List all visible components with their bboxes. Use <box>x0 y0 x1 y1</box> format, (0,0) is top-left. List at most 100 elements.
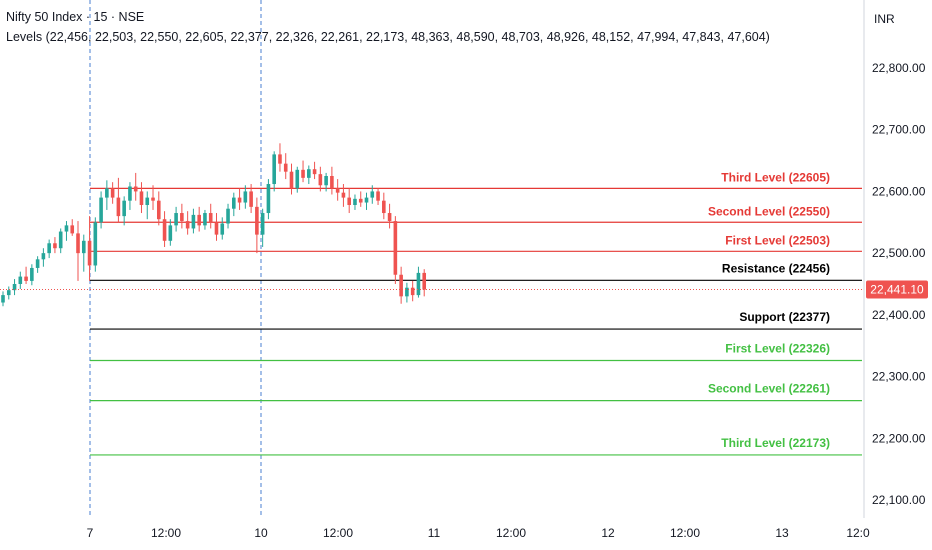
candle <box>64 221 69 241</box>
candle-body <box>47 243 51 254</box>
candle-body <box>116 197 121 217</box>
candle-body <box>1 295 5 303</box>
price-axis[interactable]: 22,800.00 22,700.00 22,600.00 22,500.00 22,4… <box>872 61 926 507</box>
candle <box>393 216 398 284</box>
candle <box>151 185 155 210</box>
candle <box>174 206 178 232</box>
price-tick-label: 22,400.00 <box>872 308 926 322</box>
candle-body <box>185 221 190 229</box>
time-axis[interactable]: 7 12:00 10 12:00 11 12:00 12 12:00 13 12:0 <box>87 526 870 540</box>
candle <box>53 237 57 254</box>
candle <box>30 264 34 286</box>
candle-body <box>133 186 138 192</box>
candle-body <box>220 223 225 235</box>
candle-body <box>307 169 311 178</box>
candle-body <box>81 240 86 254</box>
candle <box>81 234 86 272</box>
candle <box>353 194 357 210</box>
candle <box>324 172 328 192</box>
last-price-label: 22,441.10 <box>870 282 924 296</box>
candle-body <box>393 221 398 275</box>
candle <box>133 172 138 201</box>
candle <box>6 286 11 300</box>
level-label-resistance-0: Third Level (22605) <box>721 170 830 184</box>
candle <box>35 256 40 273</box>
time-tick-label: 13 <box>775 526 789 540</box>
currency-label[interactable]: INR <box>874 12 895 26</box>
candle-body <box>232 197 236 209</box>
candle <box>122 196 126 226</box>
candle <box>243 185 248 209</box>
candle <box>58 228 63 254</box>
candle-body <box>58 231 63 249</box>
candle <box>237 188 242 210</box>
candle-body <box>41 253 46 260</box>
level-label-support-7: Third Level (22173) <box>721 436 830 450</box>
candle-body <box>168 225 173 241</box>
candle <box>139 182 144 214</box>
candle-body <box>203 213 207 226</box>
candle-body <box>382 200 386 214</box>
candle-body <box>422 272 427 290</box>
candle <box>249 184 253 214</box>
candle <box>232 192 236 217</box>
candle-body <box>318 174 323 186</box>
candle <box>185 211 190 235</box>
candle <box>18 271 23 289</box>
candle <box>318 166 323 192</box>
candle-body <box>335 188 340 193</box>
candle <box>278 143 282 172</box>
time-tick-label: 12:00 <box>670 526 700 540</box>
candle <box>295 166 300 193</box>
candle-body <box>226 208 230 224</box>
candle <box>110 182 115 204</box>
candle-body <box>266 184 271 214</box>
candle <box>41 248 46 267</box>
candle <box>307 165 311 185</box>
candle <box>203 209 207 230</box>
candle-body <box>312 169 317 175</box>
price-tick-label: 22,700.00 <box>872 123 926 137</box>
candle <box>358 191 363 207</box>
last-price: 22,441.10 <box>0 280 928 299</box>
price-tick-label: 22,500.00 <box>872 246 926 260</box>
candle <box>347 188 351 214</box>
candle-body <box>99 197 103 223</box>
candle-body <box>243 191 248 203</box>
time-tick-label: 12:00 <box>151 526 181 540</box>
candle-body <box>416 272 421 296</box>
candle <box>24 266 28 284</box>
candle <box>220 217 225 240</box>
candle <box>76 221 80 281</box>
candle-body <box>214 222 219 235</box>
candle-body <box>260 213 265 235</box>
level-label-resistance-2: First Level (22503) <box>725 233 830 247</box>
candle <box>405 282 409 303</box>
candle-body <box>278 154 282 164</box>
candle <box>410 280 415 302</box>
level-label-resistance-1: Second Level (22550) <box>708 204 830 218</box>
candle-body <box>272 154 276 185</box>
candle-body <box>341 192 346 198</box>
candle <box>376 188 380 206</box>
candle <box>47 239 51 259</box>
candle <box>99 191 103 229</box>
time-tick-label: 11 <box>428 526 441 540</box>
candle <box>162 211 167 247</box>
candle <box>128 182 132 210</box>
candle <box>289 163 294 195</box>
candle <box>330 166 334 195</box>
candle <box>191 208 196 234</box>
candle <box>399 266 403 304</box>
candle-body <box>30 267 34 281</box>
candle-body <box>324 176 328 186</box>
candle <box>301 160 305 183</box>
candle-body <box>87 240 92 266</box>
candle <box>87 216 92 281</box>
candle-body <box>208 213 213 223</box>
candle <box>283 153 288 180</box>
candle-body <box>405 287 409 297</box>
level-lines: Third Level (22605) Second Level (22550) F… <box>90 170 862 456</box>
candle <box>335 179 340 201</box>
